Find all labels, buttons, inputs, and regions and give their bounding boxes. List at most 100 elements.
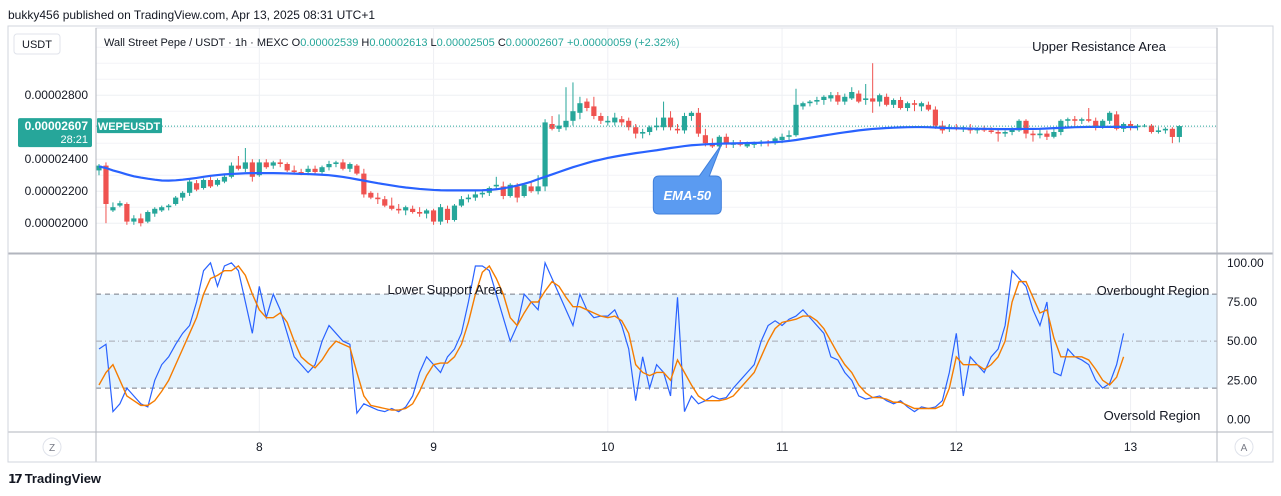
legend-open-label: O [292, 37, 301, 49]
candle-body [96, 165, 102, 171]
upper-resistance-annotation: Upper Resistance Area [1032, 39, 1166, 54]
candle-body [340, 162, 346, 169]
legend-close-label: C [498, 37, 506, 49]
lower-support-annotation: Lower Support Area [388, 282, 504, 297]
candle-body [347, 164, 353, 169]
x-tick-label: 12 [950, 440, 964, 454]
candle-body [256, 162, 262, 176]
candle-body [263, 162, 269, 168]
candle-body [1176, 126, 1182, 137]
candle-body [619, 119, 625, 123]
candle-body [214, 180, 221, 185]
stoch-y-tick-label: 75.00 [1227, 295, 1257, 309]
candle-body [1100, 120, 1106, 128]
candle-body [465, 197, 472, 200]
candle-body [667, 117, 674, 128]
legend-open-value: 0.00002539 [300, 37, 361, 49]
currency-button [13, 33, 61, 55]
tradingview-logo[interactable]: 𝟭𝟳 TradingView [8, 471, 101, 486]
candle-body [779, 136, 785, 140]
candle-body [1162, 128, 1169, 131]
oversold-annotation: Oversold Region [1104, 408, 1201, 423]
candle-body [870, 98, 876, 102]
candle-body [1107, 112, 1113, 121]
candle-body [131, 218, 137, 222]
y-tick-label: 0.00002800 [25, 88, 89, 102]
overbought-annotation: Overbought Region [1097, 283, 1210, 298]
auto-scale-button-label: A [1241, 443, 1248, 454]
candle-body [417, 212, 423, 214]
price-tag-countdown: 28:21 [60, 134, 88, 146]
candle-body [124, 204, 130, 222]
x-tick-label: 10 [601, 440, 615, 454]
candle-body [598, 116, 604, 121]
candle-body [863, 98, 869, 100]
candle-body [444, 208, 451, 220]
candle-body [654, 125, 660, 128]
candle-body [535, 186, 541, 192]
candle-body [793, 104, 799, 136]
stoch-y-tick-label: 100.00 [1227, 256, 1264, 270]
candle-body [458, 199, 465, 206]
candle-body [152, 208, 158, 214]
candle-body [382, 199, 388, 206]
candle-body [1086, 119, 1092, 121]
candle-body [1009, 128, 1015, 132]
candle-body [688, 112, 695, 116]
symbol-tag-label: WEPEUSDT [98, 121, 161, 133]
candle-body [277, 162, 283, 164]
candle-body [493, 184, 499, 187]
candle-body [451, 205, 458, 220]
candle-body [410, 208, 416, 212]
candle-body [1141, 125, 1148, 127]
candle-body [180, 192, 186, 198]
candle-body [807, 101, 813, 104]
candle-body [849, 92, 855, 99]
legend-close-value: 0.00002607 [506, 37, 567, 49]
candle-body [437, 207, 444, 222]
candle-body [1072, 119, 1078, 121]
candle-body [1127, 124, 1134, 128]
candle-body [242, 162, 248, 169]
candle-body [500, 186, 506, 196]
legend-low-label: L [431, 37, 437, 49]
candle-body [235, 165, 241, 169]
candle-body [507, 184, 513, 196]
candle-body [897, 100, 904, 108]
candle-body [890, 100, 897, 105]
candle-body [389, 205, 395, 209]
y-tick-label: 0.00002000 [25, 216, 89, 230]
candle-body [1002, 132, 1008, 134]
axes-layer: 8 9 10 11 12 13 0.00002800 0.00002400 0.00002200… [7, 25, 1274, 463]
candle-body [1114, 114, 1120, 129]
candle-body [361, 173, 367, 195]
candle-body [305, 168, 311, 172]
candle-body [904, 103, 911, 108]
stochastic-k-line [98, 260, 1125, 415]
candle-body [647, 127, 653, 132]
candle-body [187, 181, 193, 193]
price-tag-box [18, 118, 92, 148]
candle-body [633, 127, 639, 134]
candle-body [584, 101, 590, 108]
candle-body [1058, 120, 1064, 132]
candle-body [1023, 120, 1029, 134]
candle-body [814, 100, 820, 102]
candle-body [103, 165, 109, 204]
candle-body [716, 136, 722, 147]
candle-body [702, 135, 708, 144]
x-tick-label: 11 [776, 440, 789, 454]
candle-body [284, 164, 290, 171]
candle-body [842, 96, 848, 102]
candle-body [1155, 130, 1162, 132]
candle-body [932, 109, 938, 126]
candle-body [117, 203, 123, 206]
candle-body [207, 180, 214, 187]
candle-body [681, 116, 688, 131]
candle-body [591, 106, 597, 116]
candle-body [877, 95, 883, 102]
candle-body [556, 125, 562, 129]
candle-body [472, 194, 478, 198]
candle-body [563, 120, 569, 128]
